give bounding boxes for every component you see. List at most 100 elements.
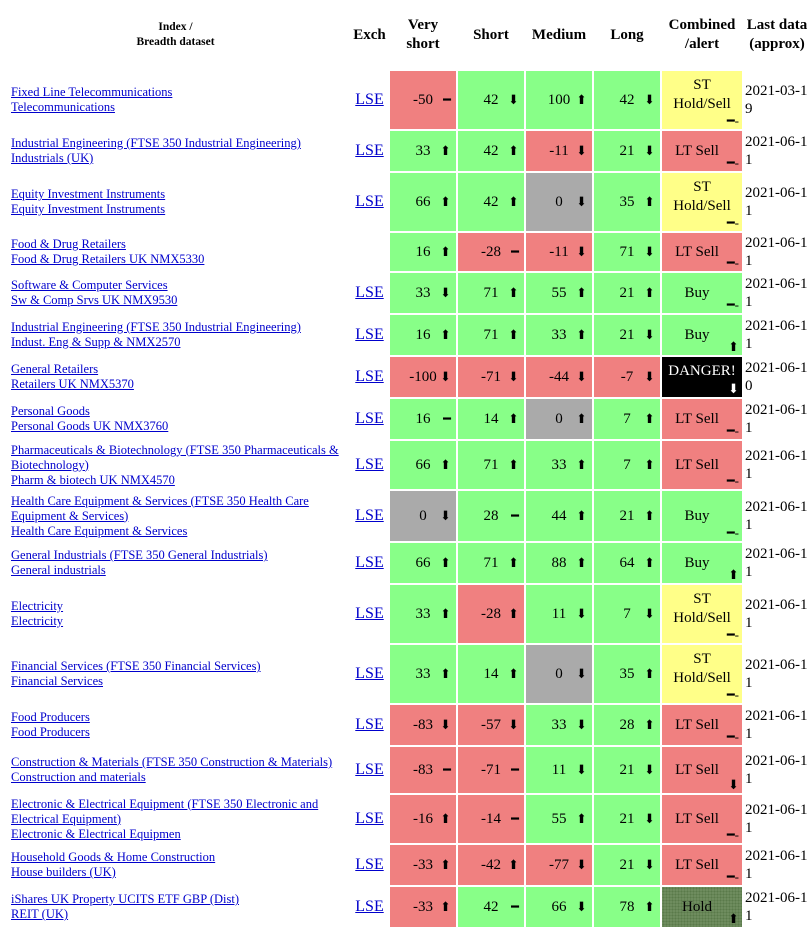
exch-link[interactable]: LSE xyxy=(355,284,384,301)
combined-cell: LT Sell ━- xyxy=(662,705,742,745)
signal-cell: 11 ⬇ xyxy=(526,585,592,643)
exch-link[interactable]: LSE xyxy=(355,856,384,873)
index-link[interactable]: General Industrials (FTSE 350 General In… xyxy=(11,548,268,562)
index-link[interactable]: Electricity xyxy=(11,599,64,613)
trend-arrow: ━ xyxy=(511,899,519,914)
exch-cell: LSE xyxy=(351,795,388,843)
trend-arrow: ⬇ xyxy=(644,143,655,158)
breadth-link[interactable]: Indust. Eng & Supp & NMX2570 xyxy=(11,335,181,349)
combined-label: LT Sell xyxy=(675,716,719,733)
index-link[interactable]: Personal Goods xyxy=(11,404,90,418)
signal-value: -33 xyxy=(413,898,433,915)
signal-value: 14 xyxy=(483,410,499,427)
exch-link[interactable]: LSE xyxy=(355,898,384,915)
signal-value: -7 xyxy=(620,368,634,385)
trend-arrow: ⬇ xyxy=(644,857,655,872)
exch-link[interactable]: LSE xyxy=(355,410,384,427)
date-cell: 2021-06-11 xyxy=(745,848,808,882)
signal-value: 0 xyxy=(555,410,563,427)
breadth-link[interactable]: Sw & Comp Srvs UK NMX9530 xyxy=(11,293,178,307)
breadth-link[interactable]: House builders (UK) xyxy=(11,865,116,879)
signal-value: 21 xyxy=(619,284,635,301)
breadth-link[interactable]: Retailers UK NMX5370 xyxy=(11,377,134,391)
trend-arrow: ⬆ xyxy=(576,327,587,342)
index-link[interactable]: Financial Services (FTSE 350 Financial S… xyxy=(11,659,261,673)
trend-arrow: ⬇ xyxy=(440,369,451,384)
signal-cell: -14 ━ xyxy=(458,795,524,843)
signal-cell: -83 ⬇ xyxy=(390,705,456,745)
exch-link[interactable]: LSE xyxy=(355,456,384,473)
index-link[interactable]: Fixed Line Telecommunications xyxy=(11,85,173,99)
index-cell: Financial Services (FTSE 350 Financial S… xyxy=(2,645,349,703)
index-link[interactable]: Industrial Engineering (FTSE 350 Industr… xyxy=(11,136,301,150)
index-link[interactable]: Software & Computer Services xyxy=(11,278,168,292)
index-link[interactable]: Household Goods & Home Construction xyxy=(11,850,216,864)
exch-link[interactable]: LSE xyxy=(355,554,384,571)
exch-link[interactable]: LSE xyxy=(355,507,384,524)
breadth-link[interactable]: Food & Drug Retailers UK NMX5330 xyxy=(11,252,205,266)
exch-cell: LSE xyxy=(351,645,388,703)
breadth-link[interactable]: Electricity xyxy=(11,614,64,628)
combined-cell: LT Sell ━- xyxy=(662,131,742,171)
exch-link[interactable]: LSE xyxy=(355,326,384,343)
exch-link[interactable]: LSE xyxy=(355,716,384,733)
combined-arrow: ━- xyxy=(726,215,739,230)
exch-link[interactable]: LSE xyxy=(355,605,384,622)
index-link[interactable]: Food & Drug Retailers xyxy=(11,237,126,251)
breadth-link[interactable]: REIT (UK) xyxy=(11,907,69,921)
date-cell: 2021-06-11 xyxy=(745,235,808,269)
signal-cell: 16 ━ xyxy=(390,399,456,439)
signal-value: 42 xyxy=(483,898,499,915)
breadth-link[interactable]: Electronic & Electrical Equipmen xyxy=(11,826,181,841)
combined-arrow: ━- xyxy=(726,297,739,312)
trend-arrow: ⬇ xyxy=(576,194,587,209)
exch-link[interactable]: LSE xyxy=(355,810,384,827)
breadth-link[interactable]: Personal Goods UK NMX3760 xyxy=(11,419,169,433)
index-link[interactable]: Industrial Engineering (FTSE 350 Industr… xyxy=(11,320,301,334)
breadth-link[interactable]: Telecommunications xyxy=(11,100,115,114)
signal-cell: 55 ⬆ xyxy=(526,273,592,313)
index-link[interactable]: Equity Investment Instruments xyxy=(11,187,166,201)
table-row: Electronic & Electrical Equipment (FTSE … xyxy=(2,795,810,843)
trend-arrow: ⬆ xyxy=(644,717,655,732)
exch-link[interactable]: LSE xyxy=(355,91,384,108)
trend-arrow: ⬆ xyxy=(576,555,587,570)
index-link[interactable]: Food Producers xyxy=(11,710,90,724)
signal-cell: 33 ⬆ xyxy=(390,131,456,171)
index-link[interactable]: General Retailers xyxy=(11,362,99,376)
exch-link[interactable]: LSE xyxy=(355,761,384,778)
trend-arrow: ⬆ xyxy=(508,857,519,872)
index-link[interactable]: iShares UK Property UCITS ETF GBP (Dist) xyxy=(11,892,240,906)
exch-link[interactable]: LSE xyxy=(355,142,384,159)
exch-link[interactable]: LSE xyxy=(355,193,384,210)
exch-link[interactable]: LSE xyxy=(355,665,384,682)
signal-cell: 66 ⬆ xyxy=(390,173,456,231)
exch-link[interactable]: LSE xyxy=(355,368,384,385)
breadth-link[interactable]: Equity Investment Instruments xyxy=(11,202,166,216)
breadth-link[interactable]: Financial Services xyxy=(11,674,103,688)
combined-arrow: ━- xyxy=(726,473,739,488)
breadth-link[interactable]: Food Producers xyxy=(11,725,90,739)
combined-arrow: ⬆ xyxy=(728,911,739,926)
breadth-link[interactable]: General industrials xyxy=(11,563,106,577)
index-link[interactable]: Pharmaceuticals & Biotechnology (FTSE 35… xyxy=(11,442,339,472)
signal-cell: 88 ⬆ xyxy=(526,543,592,583)
index-link[interactable]: Construction & Materials (FTSE 350 Const… xyxy=(11,755,333,769)
combined-label: ST Hold/Sell xyxy=(673,179,731,214)
breadth-link[interactable]: Construction and materials xyxy=(11,770,146,784)
index-link[interactable]: Electronic & Electrical Equipment (FTSE … xyxy=(11,796,319,826)
signal-value: 28 xyxy=(483,507,499,524)
signal-cell: 33 ⬆ xyxy=(390,585,456,643)
trend-arrow: ⬆ xyxy=(576,92,587,107)
header: Exch xyxy=(353,26,386,43)
breadth-link[interactable]: Industrials (UK) xyxy=(11,151,94,165)
index-cell: Health Care Equipment & Services (FTSE 3… xyxy=(2,491,349,541)
combined-cell: ST Hold/Sell ━- xyxy=(662,173,742,231)
date-cell: 2021-06-11 xyxy=(745,134,808,168)
breadth-link[interactable]: Pharm & biotech UK NMX4570 xyxy=(11,472,175,487)
signal-cell: 14 ⬆ xyxy=(458,399,524,439)
signal-cell: 71 ⬇ xyxy=(594,233,660,271)
index-link[interactable]: Health Care Equipment & Services (FTSE 3… xyxy=(11,493,309,523)
signal-value: -14 xyxy=(481,810,501,827)
breadth-link[interactable]: Health Care Equipment & Services xyxy=(11,523,188,538)
